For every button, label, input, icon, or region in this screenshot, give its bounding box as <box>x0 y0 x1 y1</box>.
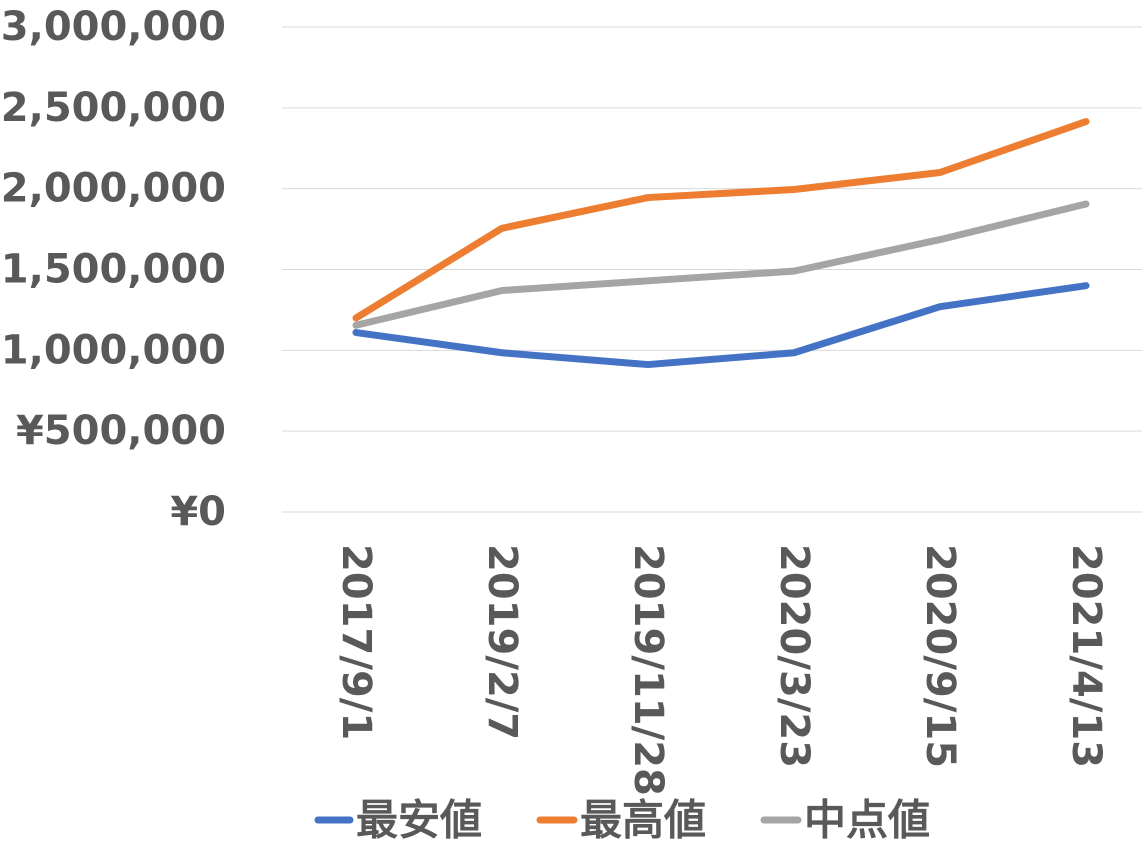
x-tick-label: 2020/9/15 <box>917 544 963 768</box>
y-tick-label: ¥0 <box>170 489 226 535</box>
y-tick-label: ¥2,000,000 <box>0 166 226 212</box>
legend: 最安値 最高値 中点値 <box>314 796 930 845</box>
y-tick-label: ¥1,000,000 <box>0 327 226 373</box>
series-lines <box>352 118 1090 369</box>
y-tick-label: ¥500,000 <box>16 408 226 454</box>
x-tick-label: 2019/2/7 <box>479 544 525 740</box>
x-tick-label: 2020/3/23 <box>771 544 817 768</box>
y-tick-label: ¥3,000,000 <box>0 4 226 50</box>
x-tick-label: 2021/4/13 <box>1063 544 1109 768</box>
series-line-1 <box>352 118 1090 322</box>
gridlines <box>282 26 1142 513</box>
legend-label: 最安値 <box>356 796 482 845</box>
y-tick-label: ¥2,500,000 <box>0 85 226 131</box>
y-axis-ticks: ¥0 ¥500,000 ¥1,000,000 ¥1,500,000 ¥2,000,000… <box>0 4 226 535</box>
x-tick-label: 2017/9/1 <box>333 544 379 740</box>
series-line-0 <box>352 282 1090 369</box>
legend-label: 中点値 <box>804 796 930 845</box>
series-line-2 <box>352 200 1090 329</box>
y-tick-label: ¥1,500,000 <box>0 247 226 293</box>
legend-label: 最高値 <box>580 796 706 845</box>
x-axis-ticks: 2017/9/1 2019/2/7 2019/11/28 2020/3/23 2020/… <box>333 544 1109 796</box>
x-tick-label: 2019/11/28 <box>625 544 671 796</box>
